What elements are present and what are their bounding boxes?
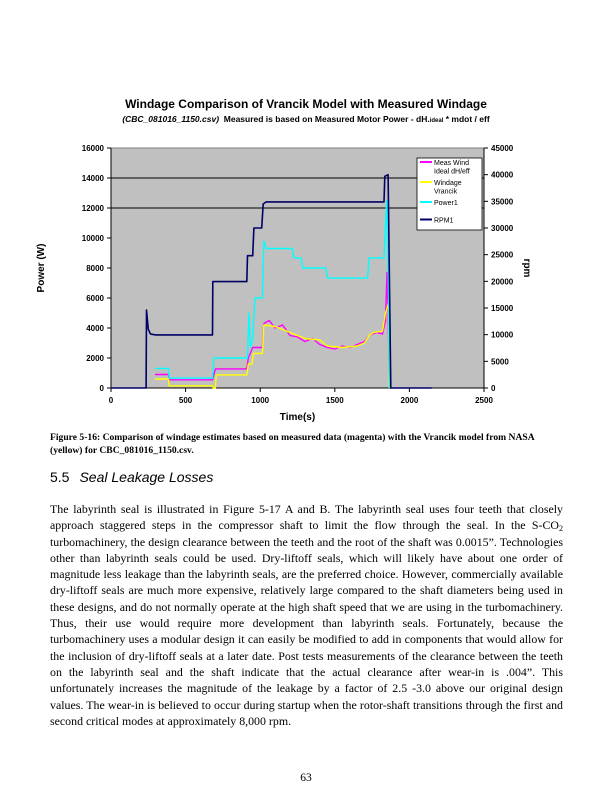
body-text-2: turbomachinery, the design clearance bet… [50,534,563,728]
y2-axis-label: rpm [521,259,532,278]
legend-label: RPM1 [434,218,454,225]
chart-title: Windage Comparison of Vrancik Model with… [125,97,487,111]
legend-label: Windage [434,180,462,187]
y2-tick-label: 30000 [491,224,514,233]
y-tick-label: 14000 [82,174,105,183]
legend-box [416,157,483,231]
legend-label: Ideal dH/eff [434,169,470,176]
section-title: Seal Leakage Losses [79,469,214,485]
subtitle-file: (CBC_081016_1150.csv) [122,114,220,124]
y-tick-label: 16000 [82,144,105,153]
section-number: 5.5 [50,469,70,485]
y2-tick-label: 25000 [491,251,514,260]
series-line-windage-vrancik [155,303,390,389]
subtitle-tail: * mdot / eff [443,114,490,124]
legend-label: Power1 [434,200,458,207]
page-number: 63 [300,772,312,784]
y2-tick-label: 0 [491,384,496,393]
series-line-rpm1 [111,173,432,389]
x-tick-label: 500 [179,396,193,405]
section-heading: 5.5 Seal Leakage Losses [50,469,213,485]
x-tick-label: 0 [109,396,114,405]
legend-label: Vrancik [434,189,458,196]
x-tick-label: 2500 [475,396,493,405]
body-subscript: 2 [559,524,563,534]
y-axis-label: Power (W) [36,244,47,293]
y-tick-label: 10000 [82,234,105,243]
y2-tick-label: 10000 [491,331,514,340]
y-tick-label: 12000 [82,204,105,213]
y2-tick-label: 45000 [491,144,514,153]
windage-chart: 0200040006000800010000120001400016000050… [36,144,532,423]
figure-caption: Figure 5-16: Comparison of windage estim… [50,432,535,456]
y-tick-label: 4000 [86,324,104,333]
y2-tick-label: 20000 [491,277,514,286]
y-tick-label: 8000 [86,264,104,273]
y-tick-label: 0 [100,384,105,393]
legend-label: Meas Wind [434,160,469,167]
body-text-1: The labyrinth seal is illustrated in Fig… [50,502,563,533]
subtitle-sub: ideal [429,118,444,124]
y-tick-label: 2000 [86,354,104,363]
y2-tick-label: 35000 [491,197,514,206]
x-tick-label: 1000 [251,396,269,405]
y2-tick-label: 40000 [491,171,514,180]
x-tick-label: 2000 [401,396,419,405]
x-tick-label: 1500 [326,396,344,405]
y2-tick-label: 5000 [491,357,509,366]
subtitle-text: Measured is based on Measured Motor Powe… [223,114,430,124]
body-paragraph: The labyrinth seal is illustrated in Fig… [50,501,563,729]
y-tick-label: 6000 [86,294,104,303]
y2-tick-label: 15000 [491,304,514,313]
chart-subtitle: (CBC_081016_1150.csv) Measured is based … [0,114,612,124]
series-line-power1 [155,199,391,389]
x-axis-label: Time(s) [280,412,315,423]
